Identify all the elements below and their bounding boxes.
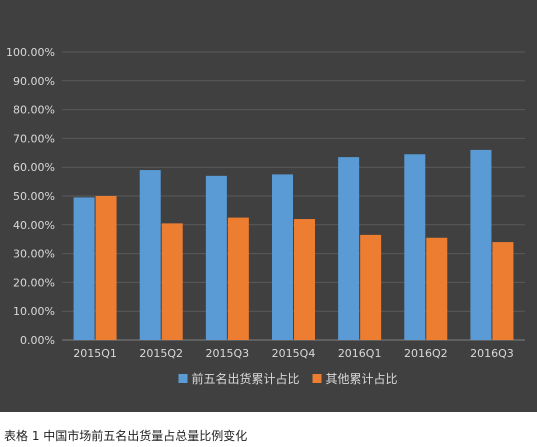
- x-tick-label: 2015Q2: [139, 347, 183, 360]
- bar-top5-2016Q1: [338, 157, 360, 340]
- y-tick-label: 100.00%: [6, 46, 55, 59]
- bar-others-2015Q1: [95, 196, 117, 340]
- chart-caption: 表格 1 中国市场前五名出货量占总量比例变化: [4, 429, 248, 443]
- y-tick-label: 70.00%: [13, 132, 55, 145]
- y-tick-label: 80.00%: [13, 104, 55, 117]
- y-tick-label: 0.00%: [20, 334, 55, 347]
- x-tick-label: 2016Q1: [338, 347, 382, 360]
- y-tick-label: 90.00%: [13, 75, 55, 88]
- legend-label: 其他累计占比: [326, 371, 398, 386]
- y-tick-label: 60.00%: [13, 161, 55, 174]
- x-tick-label: 2015Q1: [73, 347, 117, 360]
- bar-others-2015Q4: [294, 219, 315, 340]
- bar-others-2015Q2: [161, 223, 183, 340]
- legend-swatch: [312, 374, 322, 383]
- bar-top5-2016Q3: [470, 149, 492, 340]
- legend-swatch: [178, 374, 188, 383]
- x-tick-label: 2016Q3: [470, 347, 514, 360]
- bar-others-2015Q3: [227, 217, 249, 340]
- y-tick-label: 10.00%: [13, 305, 55, 318]
- bar-top5-2015Q3: [205, 175, 227, 340]
- legend-label: 前五名出货累计占比: [192, 371, 300, 386]
- x-tick-label: 2015Q3: [206, 347, 250, 360]
- bar-chart: 0.00% 10.00% 20.00% 30.00% 40.00% 50.00% 60.00…: [6, 46, 525, 386]
- bar-others-2016Q2: [426, 237, 448, 340]
- x-tick-label: 2016Q2: [404, 347, 448, 360]
- y-tick-label: 30.00%: [13, 248, 55, 261]
- x-tick-label: 2015Q4: [272, 347, 316, 360]
- bar-others-2016Q1: [360, 234, 382, 340]
- y-tick-label: 20.00%: [13, 276, 55, 289]
- bar-top5-2016Q2: [404, 154, 426, 340]
- bar-top5-2015Q2: [139, 170, 161, 340]
- chart-area: 0.00% 10.00% 20.00% 30.00% 40.00% 50.00% 60.00…: [0, 0, 537, 412]
- bar-others-2016Q3: [492, 242, 514, 340]
- y-tick-label: 40.00%: [13, 219, 55, 232]
- bar-top5-2015Q4: [272, 174, 293, 340]
- bar-top5-2015Q1: [73, 197, 95, 340]
- y-tick-label: 50.00%: [13, 190, 55, 203]
